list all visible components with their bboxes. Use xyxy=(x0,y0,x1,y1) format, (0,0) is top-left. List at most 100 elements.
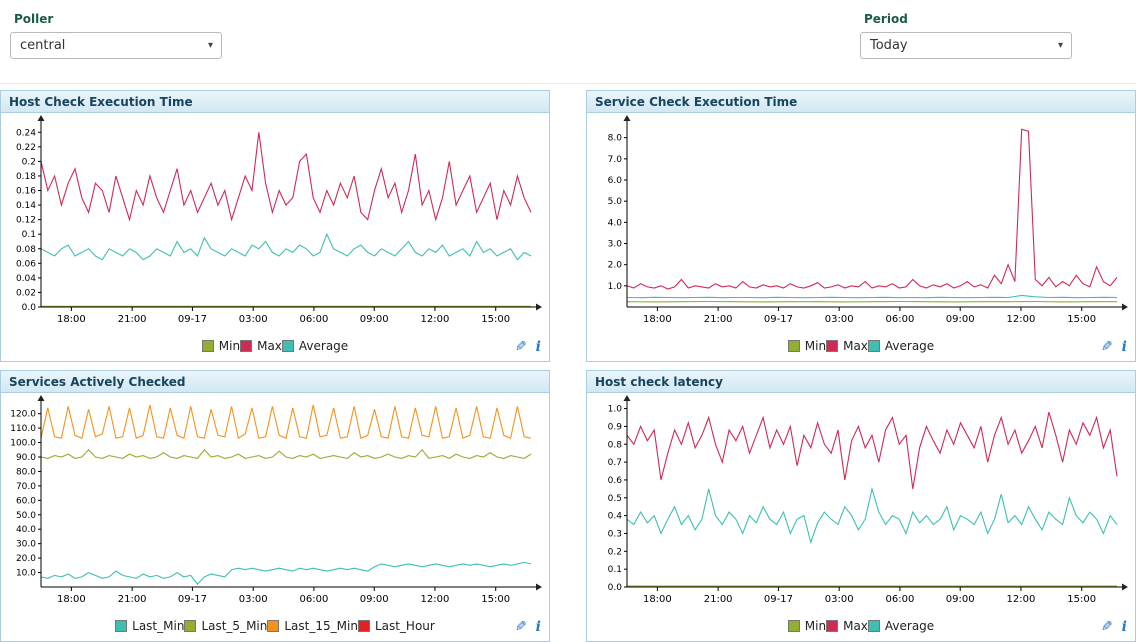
legend-label: Last_15_Min xyxy=(284,619,358,633)
svg-text:03:00: 03:00 xyxy=(239,314,268,325)
legend-item: Average xyxy=(867,619,935,633)
info-icon[interactable]: i xyxy=(535,339,541,355)
legend-item: Min xyxy=(787,339,827,353)
legend-row: Min Max Average ✎ i xyxy=(587,613,1135,641)
poller-control: Poller central ▾ xyxy=(10,12,222,59)
panel-title: Service Check Execution Time xyxy=(587,91,1135,113)
legend-swatch xyxy=(826,340,839,352)
svg-text:21:00: 21:00 xyxy=(704,594,733,605)
filter-bar: Poller central ▾ Period Today ▾ xyxy=(0,0,1136,84)
panel-title: Host check latency xyxy=(587,371,1135,393)
legend-swatch xyxy=(787,620,800,632)
svg-text:1.0: 1.0 xyxy=(608,405,623,415)
svg-text:06:00: 06:00 xyxy=(886,594,915,605)
svg-text:20.0: 20.0 xyxy=(16,554,36,564)
legend-swatch xyxy=(240,340,253,352)
svg-text:0.6: 0.6 xyxy=(608,476,623,486)
info-icon[interactable]: i xyxy=(1121,339,1127,355)
svg-text:0.18: 0.18 xyxy=(16,172,36,182)
panel-services-actively-checked: Services Actively Checked 10.0 20.0 30.0 40… xyxy=(0,370,550,642)
svg-text:70.0: 70.0 xyxy=(16,482,36,492)
svg-text:15:00: 15:00 xyxy=(1067,594,1096,605)
edit-pencil-icon[interactable]: ✎ xyxy=(514,619,527,635)
poller-selected-value: central xyxy=(20,38,66,53)
svg-text:06:00: 06:00 xyxy=(300,314,329,325)
edit-pencil-icon[interactable]: ✎ xyxy=(1100,619,1113,635)
svg-text:18:00: 18:00 xyxy=(57,594,86,605)
svg-text:09:00: 09:00 xyxy=(946,594,975,605)
svg-text:03:00: 03:00 xyxy=(825,314,854,325)
legend-label: Max xyxy=(843,339,868,353)
svg-text:110.0: 110.0 xyxy=(10,424,36,434)
chart-canvas[interactable]: 0.0 0.1 0.2 0.3 0.4 0.5 0.6 0.7 0.8 0.9 1.0 18:00 21… xyxy=(587,395,1133,609)
svg-text:0.4: 0.4 xyxy=(608,512,623,522)
svg-text:09:00: 09:00 xyxy=(360,314,389,325)
chart-canvas[interactable]: 1.0 2.0 3.0 4.0 5.0 6.0 7.0 8.0 18:00 21:00 09-17 0… xyxy=(587,115,1133,329)
svg-text:0.9: 0.9 xyxy=(608,422,623,432)
period-select[interactable]: Today ▾ xyxy=(860,32,1072,59)
svg-text:03:00: 03:00 xyxy=(239,594,268,605)
edit-pencil-icon[interactable]: ✎ xyxy=(514,339,527,355)
svg-text:12:00: 12:00 xyxy=(421,594,450,605)
svg-text:80.0: 80.0 xyxy=(16,467,36,477)
svg-text:0.14: 0.14 xyxy=(16,201,36,211)
svg-text:30.0: 30.0 xyxy=(16,540,36,550)
chart-canvas[interactable]: 0.0 0.02 0.04 0.06 0.08 0.1 0.12 0.14 0.16 0.18 0.… xyxy=(1,115,547,329)
svg-text:09-17: 09-17 xyxy=(764,314,793,325)
chart-canvas[interactable]: 10.0 20.0 30.0 40.0 50.0 60.0 70.0 80.0 90.0 100.… xyxy=(1,395,547,609)
legend-label: Average xyxy=(884,339,935,353)
svg-text:09:00: 09:00 xyxy=(946,314,975,325)
period-control: Period Today ▾ xyxy=(860,12,1072,59)
legend-item: Min xyxy=(787,619,826,633)
svg-text:0.7: 0.7 xyxy=(608,458,622,468)
legend-label: Min xyxy=(804,339,827,353)
svg-text:0.24: 0.24 xyxy=(16,128,36,138)
legend-row: Min Max Average ✎ i xyxy=(1,333,549,361)
legend-label: Average xyxy=(884,619,935,633)
svg-text:06:00: 06:00 xyxy=(300,594,329,605)
svg-text:0.3: 0.3 xyxy=(608,529,622,539)
legend-item: Last_15_Min xyxy=(267,619,358,633)
svg-text:12:00: 12:00 xyxy=(1007,594,1036,605)
svg-text:21:00: 21:00 xyxy=(704,314,733,325)
legend-label: Last_Min xyxy=(132,619,185,633)
legend-swatch xyxy=(867,620,880,632)
svg-text:21:00: 21:00 xyxy=(118,314,147,325)
legend-swatch xyxy=(787,340,800,352)
legend-label: Max xyxy=(843,619,868,633)
legend-item: Max xyxy=(826,339,868,353)
svg-text:120.0: 120.0 xyxy=(10,410,36,420)
svg-text:15:00: 15:00 xyxy=(481,594,510,605)
svg-text:0.0: 0.0 xyxy=(22,303,37,313)
svg-text:0.12: 0.12 xyxy=(16,216,36,226)
svg-text:21:00: 21:00 xyxy=(118,594,147,605)
info-icon[interactable]: i xyxy=(1121,619,1127,635)
svg-text:90.0: 90.0 xyxy=(16,453,36,463)
svg-text:15:00: 15:00 xyxy=(1067,314,1096,325)
legend-item: Min xyxy=(201,339,240,353)
svg-text:0.1: 0.1 xyxy=(22,230,36,240)
svg-text:0.22: 0.22 xyxy=(16,143,36,153)
legend-swatch xyxy=(357,620,370,632)
poller-select[interactable]: central ▾ xyxy=(10,32,222,59)
svg-text:0.2: 0.2 xyxy=(22,157,36,167)
edit-pencil-icon[interactable]: ✎ xyxy=(1100,339,1113,355)
chevron-down-icon: ▾ xyxy=(1057,40,1063,51)
legend-swatch xyxy=(281,340,294,352)
svg-text:12:00: 12:00 xyxy=(421,314,450,325)
svg-text:0.5: 0.5 xyxy=(608,494,622,504)
svg-text:0.1: 0.1 xyxy=(608,565,622,575)
legend-label: Average xyxy=(298,339,349,353)
panel-host-check-latency: Host check latency 0.0 0.1 0.2 0.3 0.4 0.5 0.6… xyxy=(586,370,1136,642)
svg-text:0.0: 0.0 xyxy=(608,583,623,593)
svg-text:40.0: 40.0 xyxy=(16,525,36,535)
legend-swatch xyxy=(184,620,197,632)
info-icon[interactable]: i xyxy=(535,619,541,635)
svg-text:0.08: 0.08 xyxy=(16,245,36,255)
svg-text:5.0: 5.0 xyxy=(608,197,623,207)
legend-item: Last_Hour xyxy=(357,619,435,633)
svg-text:15:00: 15:00 xyxy=(481,314,510,325)
poller-label: Poller xyxy=(14,12,54,26)
svg-text:0.04: 0.04 xyxy=(16,274,36,284)
svg-text:7.0: 7.0 xyxy=(608,155,623,165)
